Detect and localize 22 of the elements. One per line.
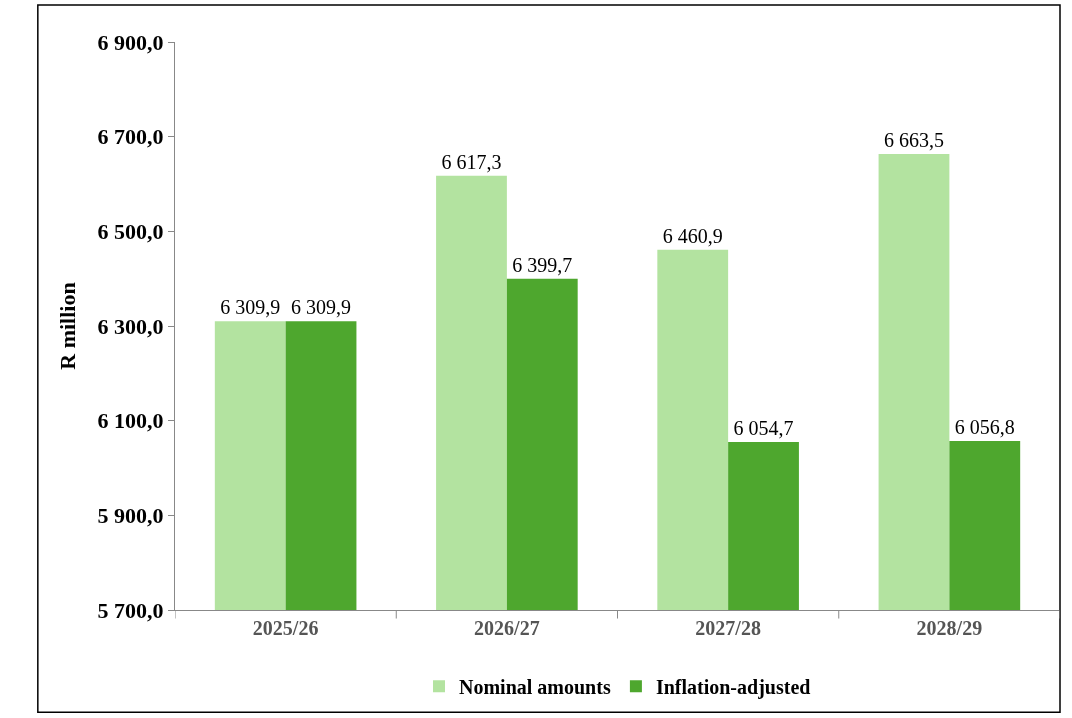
y-tick-label: 5 900,0 [97,503,164,529]
data-label: 6 309,9 [220,296,281,319]
y-axis-title: R million [55,282,81,370]
legend-label: Inflation-adjusted [655,676,811,700]
x-tick-label: 2027/28 [695,617,761,639]
y-tick-label: 6 500,0 [97,219,164,245]
legend-label: Nominal amounts [459,676,611,699]
y-tick-label: 6 300,0 [97,313,164,339]
data-label: 6 663,5 [883,128,944,151]
x-tick-label: 2025/26 [252,617,319,639]
x-tick-label: 2028/29 [916,617,983,639]
data-label: 6 460,9 [662,224,723,247]
data-label: 6 617,3 [441,150,502,173]
data-label: 6 399,7 [512,253,573,276]
y-tick-label: 6 100,0 [97,408,164,434]
x-tick-label: 2026/27 [474,617,540,639]
y-tick-label: 5 700,0 [97,597,164,623]
data-label: 6 054,7 [733,417,794,440]
y-tick-label: 6 700,0 [97,124,164,150]
y-tick-label: 6 900,0 [97,29,164,55]
data-label: 6 056,8 [954,416,1015,439]
data-label: 6 309,9 [291,296,352,319]
